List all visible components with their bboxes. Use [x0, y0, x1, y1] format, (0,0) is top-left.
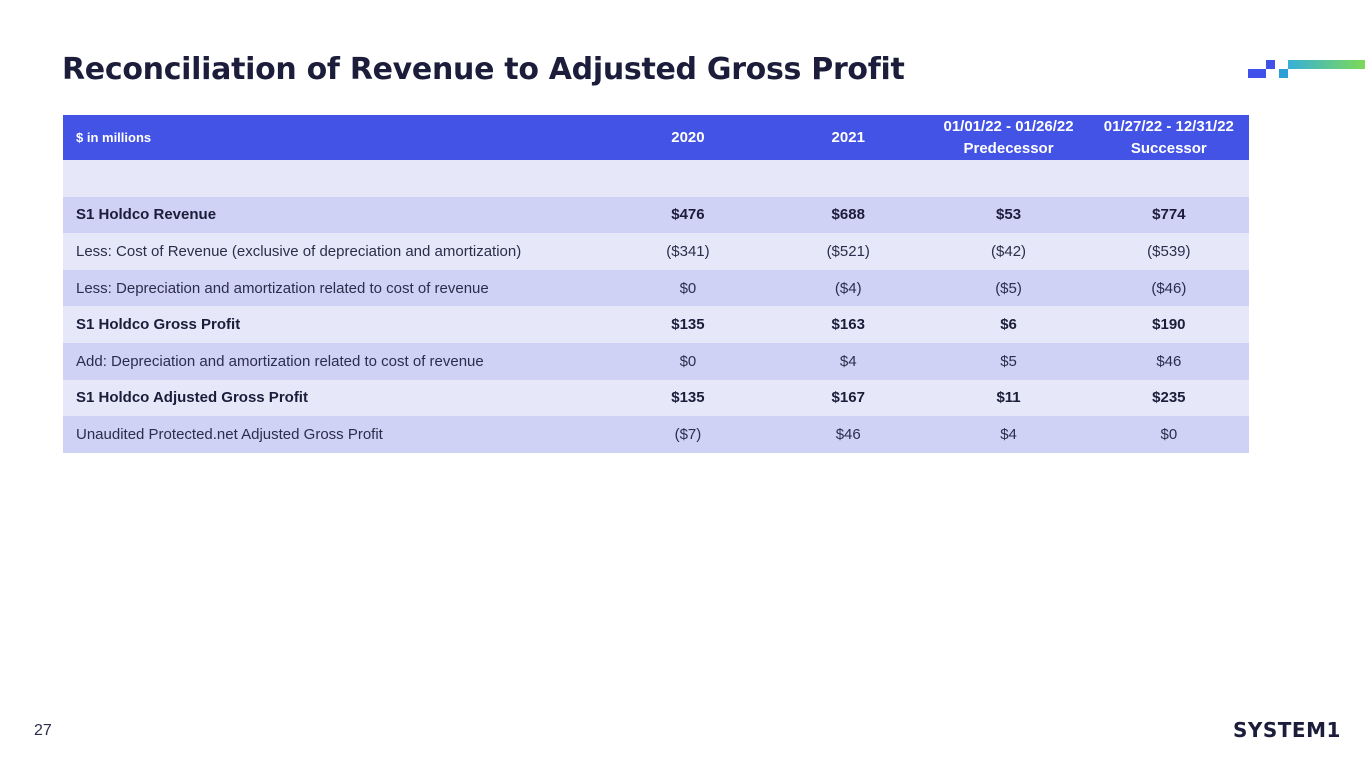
row-label: Less: Depreciation and amortization rela…: [63, 269, 608, 307]
cell-predecessor: $6: [928, 306, 1089, 343]
cell-2020: $135: [607, 306, 769, 343]
system1-logo: SYSTEM1: [1233, 718, 1341, 742]
table-row: Unaudited Protected.net Adjusted Gross P…: [63, 416, 1249, 453]
cell-2021: $163: [768, 306, 929, 343]
header-successor: 01/27/22 - 12/31/22 Successor: [1088, 115, 1249, 160]
row-label: Less: Cost of Revenue (exclusive of depr…: [63, 233, 608, 270]
cell-successor: $774: [1088, 196, 1249, 234]
row-label: Unaudited Protected.net Adjusted Gross P…: [63, 416, 608, 453]
cell-successor: $190: [1088, 306, 1249, 343]
brand-decoration-icon: [1248, 58, 1365, 82]
table-row: S1 Holdco Revenue $476 $688 $53 $774: [63, 196, 1249, 234]
cell-predecessor: $5: [928, 342, 1089, 380]
cell-successor: $46: [1088, 342, 1249, 380]
page-number: 27: [34, 722, 52, 739]
header-predecessor-dates: 01/01/22 - 01/26/22: [943, 117, 1074, 135]
cell-2021: $4: [768, 342, 929, 380]
cell-2020: $476: [607, 196, 769, 234]
cell-2021: ($521): [768, 233, 929, 270]
cell-successor: ($46): [1088, 269, 1249, 307]
cell-predecessor: ($5): [928, 269, 1089, 307]
reconciliation-table: $ in millions 2020 2021 01/01/22 - 01/26…: [63, 115, 1249, 453]
cell-2020: $135: [607, 379, 769, 417]
table-row: S1 Holdco Adjusted Gross Profit $135 $16…: [63, 379, 1249, 417]
cell-successor: $235: [1088, 379, 1249, 417]
table-spacer-row: [63, 160, 1249, 197]
header-successor-label: Successor: [1130, 139, 1207, 157]
cell-2021: $46: [768, 416, 929, 453]
header-predecessor-label: Predecessor: [963, 139, 1054, 157]
header-predecessor: 01/01/22 - 01/26/22 Predecessor: [928, 115, 1089, 160]
table-header-row: $ in millions 2020 2021 01/01/22 - 01/26…: [63, 115, 1249, 160]
cell-successor: ($539): [1088, 233, 1249, 270]
header-units-label: $ in millions: [63, 115, 608, 160]
table-row: Add: Depreciation and amortization relat…: [63, 342, 1249, 380]
cell-2021: $688: [768, 196, 929, 234]
header-2020: 2020: [607, 115, 769, 160]
cell-2020: $0: [607, 342, 769, 380]
cell-predecessor: ($42): [928, 233, 1089, 270]
table-row: Less: Depreciation and amortization rela…: [63, 269, 1249, 307]
header-successor-dates: 01/27/22 - 12/31/22: [1103, 117, 1234, 135]
cell-predecessor: $11: [928, 379, 1089, 417]
header-2021: 2021: [768, 115, 929, 160]
cell-successor: $0: [1088, 416, 1249, 453]
cell-predecessor: $4: [928, 416, 1089, 453]
row-label: S1 Holdco Adjusted Gross Profit: [63, 379, 608, 417]
table-row: Less: Cost of Revenue (exclusive of depr…: [63, 233, 1249, 270]
cell-2021: $167: [768, 379, 929, 417]
table-row: S1 Holdco Gross Profit $135 $163 $6 $190: [63, 306, 1249, 343]
cell-2020: $0: [607, 269, 769, 307]
cell-2020: ($7): [607, 416, 769, 453]
row-label: S1 Holdco Revenue: [63, 196, 608, 234]
page-title: Reconciliation of Revenue to Adjusted Gr…: [62, 52, 905, 87]
cell-predecessor: $53: [928, 196, 1089, 234]
row-label: Add: Depreciation and amortization relat…: [63, 342, 608, 380]
cell-2020: ($341): [607, 233, 769, 270]
cell-2021: ($4): [768, 269, 929, 307]
row-label: S1 Holdco Gross Profit: [63, 306, 608, 343]
